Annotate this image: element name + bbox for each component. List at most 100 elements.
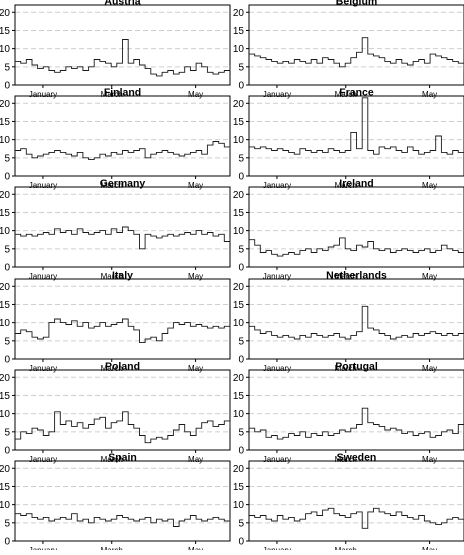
panel-sweden: 0 5 10 15 20 January March May Sweden <box>233 452 464 555</box>
x-tick-label: March <box>335 90 357 99</box>
y-tick-label: 20 <box>233 8 245 19</box>
y-tick-label: 5 <box>238 336 244 347</box>
y-tick-label: 5 <box>238 153 244 164</box>
panel-austria: 0 5 10 15 20 January March May Austria <box>0 0 231 99</box>
panel-spain: 0 5 10 15 20 January March May Spain <box>0 452 231 555</box>
x-tick-label: January <box>29 272 57 281</box>
plot-frame <box>14 278 231 360</box>
y-tick-label: 5 <box>4 244 10 255</box>
plot-frame <box>14 369 231 451</box>
series-line-italy <box>15 318 231 344</box>
y-tick-label: 5 <box>238 427 244 438</box>
chart-title: Finland <box>104 87 141 99</box>
panel-ireland: 0 5 10 15 20 January March May Ireland <box>233 178 464 281</box>
series-line-austria <box>15 39 231 77</box>
x-tick-label: March <box>101 181 123 190</box>
y-tick-label: 0 <box>4 355 10 366</box>
plot-frame <box>14 4 231 86</box>
series-line-germany <box>15 226 231 250</box>
panel-belgium: 0 5 10 15 20 January March May Belgium <box>233 0 464 99</box>
panel-france: 0 5 10 15 20 January March May France <box>233 87 464 190</box>
chart-title: Poland <box>105 361 140 373</box>
y-tick-label: 10 <box>233 226 245 237</box>
y-tick-label: 5 <box>238 62 244 73</box>
y-tick-label: 0 <box>238 263 244 274</box>
y-tick-label: 20 <box>0 373 10 384</box>
plot-frame <box>248 95 464 177</box>
x-tick-label: May <box>188 546 203 550</box>
x-tick-label: January <box>263 90 291 99</box>
y-tick-label: 10 <box>233 409 245 420</box>
x-tick-label: January <box>263 455 291 464</box>
y-tick-label: 0 <box>238 446 244 457</box>
y-tick-label: 20 <box>233 190 245 201</box>
chart-title: Germany <box>100 178 146 190</box>
chart-title: Spain <box>108 452 137 464</box>
y-tick-label: 15 <box>0 208 10 219</box>
x-tick-label: January <box>263 181 291 190</box>
x-tick-label: May <box>422 181 437 190</box>
series-line-sweden <box>249 507 464 529</box>
y-tick-label: 10 <box>233 500 245 511</box>
x-tick-label: March <box>335 546 357 550</box>
panel-netherlands: 0 5 10 15 20 January March May Netherlands <box>233 270 464 373</box>
series-line-belgium <box>249 37 464 71</box>
series-line-ireland <box>249 237 464 257</box>
x-tick-label: May <box>422 364 437 373</box>
x-tick-label: March <box>335 455 357 464</box>
y-tick-label: 20 <box>0 8 10 19</box>
plot-frame <box>14 186 231 268</box>
x-tick-label: March <box>101 364 123 373</box>
y-tick-label: 15 <box>233 300 245 311</box>
chart-title: Sweden <box>337 452 377 464</box>
x-tick-label: March <box>335 272 357 281</box>
series-line-poland <box>15 411 231 444</box>
y-tick-label: 0 <box>238 81 244 92</box>
y-tick-label: 20 <box>233 99 245 110</box>
y-tick-label: 0 <box>4 172 10 183</box>
y-tick-label: 5 <box>4 518 10 529</box>
y-tick-label: 15 <box>0 482 10 493</box>
x-tick-label: March <box>335 181 357 190</box>
y-tick-label: 15 <box>233 391 245 402</box>
series-line-finland <box>15 141 231 161</box>
panel-portugal: 0 5 10 15 20 January March May Portugal <box>233 361 464 464</box>
y-tick-label: 10 <box>0 500 10 511</box>
panel-germany: 0 5 10 15 20 January March May Germany <box>0 178 231 281</box>
x-tick-label: May <box>422 90 437 99</box>
y-tick-label: 20 <box>0 99 10 110</box>
y-tick-label: 20 <box>233 282 245 293</box>
plot-frame <box>248 4 464 86</box>
y-tick-label: 10 <box>0 409 10 420</box>
y-tick-label: 15 <box>0 300 10 311</box>
series-line-spain <box>15 513 231 527</box>
plot-frame <box>248 186 464 268</box>
x-tick-label: March <box>101 455 123 464</box>
y-tick-label: 10 <box>0 318 10 329</box>
chart-title: Portugal <box>335 361 378 373</box>
x-tick-label: March <box>101 546 123 550</box>
x-tick-label: May <box>188 90 203 99</box>
x-tick-label: January <box>29 364 57 373</box>
y-tick-label: 5 <box>238 244 244 255</box>
y-tick-label: 10 <box>233 318 245 329</box>
x-tick-label: January <box>29 90 57 99</box>
y-tick-label: 0 <box>238 172 244 183</box>
y-tick-label: 0 <box>4 446 10 457</box>
y-tick-label: 20 <box>0 282 10 293</box>
plot-frame <box>14 95 231 177</box>
y-tick-label: 20 <box>233 373 245 384</box>
x-tick-label: January <box>263 272 291 281</box>
y-tick-label: 5 <box>4 336 10 347</box>
x-tick-label: January <box>29 455 57 464</box>
y-tick-label: 5 <box>4 153 10 164</box>
x-tick-label: May <box>422 546 437 550</box>
x-tick-label: January <box>29 181 57 190</box>
chart-title: Belgium <box>336 0 377 8</box>
panel-italy: 0 5 10 15 20 January March May Italy <box>0 270 231 373</box>
y-tick-label: 0 <box>4 263 10 274</box>
y-tick-label: 15 <box>233 208 245 219</box>
x-tick-label: May <box>188 181 203 190</box>
x-tick-label: May <box>188 455 203 464</box>
